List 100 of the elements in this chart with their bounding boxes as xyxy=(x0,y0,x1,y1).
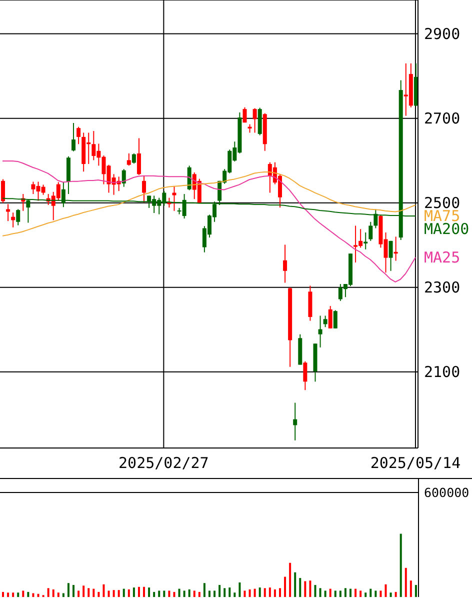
bar xyxy=(188,589,190,597)
bar xyxy=(27,592,30,597)
bar xyxy=(198,592,200,597)
bar xyxy=(278,588,281,597)
bar xyxy=(394,592,397,597)
bar xyxy=(384,584,387,597)
bar xyxy=(173,592,176,597)
bar xyxy=(354,588,357,597)
bar xyxy=(92,588,95,597)
bar xyxy=(360,590,362,597)
candlestick xyxy=(293,402,298,441)
candlestick xyxy=(303,360,308,391)
bar xyxy=(52,589,54,597)
bar xyxy=(329,588,332,597)
candlestick xyxy=(242,106,247,124)
bar xyxy=(289,562,292,597)
bar xyxy=(214,590,216,597)
bar xyxy=(62,593,64,597)
candlestick xyxy=(136,138,141,176)
candlestick xyxy=(368,221,373,242)
bar xyxy=(339,590,342,597)
bar xyxy=(309,580,312,597)
bar xyxy=(183,590,186,597)
bar xyxy=(47,588,50,597)
candlestick xyxy=(6,204,10,222)
bar xyxy=(344,588,346,597)
candlestick xyxy=(187,165,192,191)
bar xyxy=(304,581,306,597)
candlestick xyxy=(318,315,322,348)
bar xyxy=(248,589,251,597)
candlestick xyxy=(122,168,126,188)
x-tick-label: 2025/02/27 xyxy=(118,454,209,472)
y-tick-label: 2100 xyxy=(424,362,460,381)
bar xyxy=(78,590,80,597)
bar xyxy=(319,588,322,597)
bar xyxy=(268,588,271,597)
bar xyxy=(238,582,241,597)
bar xyxy=(98,592,100,597)
bar xyxy=(264,588,266,597)
bar xyxy=(254,588,256,597)
bar xyxy=(404,568,407,597)
bar xyxy=(163,590,166,597)
bar xyxy=(244,590,246,597)
bar xyxy=(138,586,140,597)
text: 600000 xyxy=(424,484,470,500)
bar xyxy=(234,592,236,597)
bar xyxy=(349,588,352,597)
bar xyxy=(414,584,417,597)
series-label: MA25 xyxy=(424,248,460,266)
candlestick xyxy=(328,305,332,329)
bar xyxy=(410,580,412,597)
candlestick xyxy=(1,178,5,204)
bar xyxy=(208,590,210,597)
bar xyxy=(132,588,135,597)
bar xyxy=(37,594,40,597)
bar xyxy=(168,590,170,597)
candlestick xyxy=(388,240,393,272)
bar xyxy=(32,593,34,597)
candlestick xyxy=(283,244,288,284)
bar xyxy=(153,592,156,597)
candlestick xyxy=(333,310,338,329)
bar xyxy=(314,584,316,597)
bar xyxy=(224,588,226,597)
bar xyxy=(274,589,276,597)
bar xyxy=(400,534,402,597)
bar xyxy=(82,586,85,597)
bar xyxy=(148,588,150,597)
bar xyxy=(299,578,302,597)
bar xyxy=(122,588,125,597)
bar xyxy=(334,590,336,597)
y-tick-label: 2700 xyxy=(424,109,460,128)
bar xyxy=(390,592,392,597)
candlestick xyxy=(132,152,136,164)
bar xyxy=(108,590,110,597)
x-tick-label: 2025/05/14 xyxy=(370,454,461,472)
candlestick xyxy=(76,126,81,145)
bar xyxy=(203,583,206,597)
bar xyxy=(143,586,146,597)
bar xyxy=(102,584,105,597)
bar xyxy=(324,590,326,597)
y-tick-label: 2900 xyxy=(424,24,460,43)
bar xyxy=(112,590,115,597)
bar xyxy=(370,588,372,597)
bar xyxy=(218,584,221,597)
candlestick xyxy=(172,185,176,212)
candlestick xyxy=(323,315,328,328)
bar xyxy=(72,584,75,597)
candlestick xyxy=(142,175,146,203)
bar xyxy=(258,588,261,597)
bar xyxy=(284,576,286,597)
bar xyxy=(17,592,20,597)
bar xyxy=(294,572,296,597)
bar xyxy=(193,590,196,597)
bar xyxy=(178,588,180,597)
bar xyxy=(380,590,382,597)
bar xyxy=(22,590,24,597)
bar xyxy=(158,590,160,597)
bar xyxy=(118,590,120,597)
candlestick xyxy=(252,108,257,134)
bar xyxy=(374,590,377,597)
